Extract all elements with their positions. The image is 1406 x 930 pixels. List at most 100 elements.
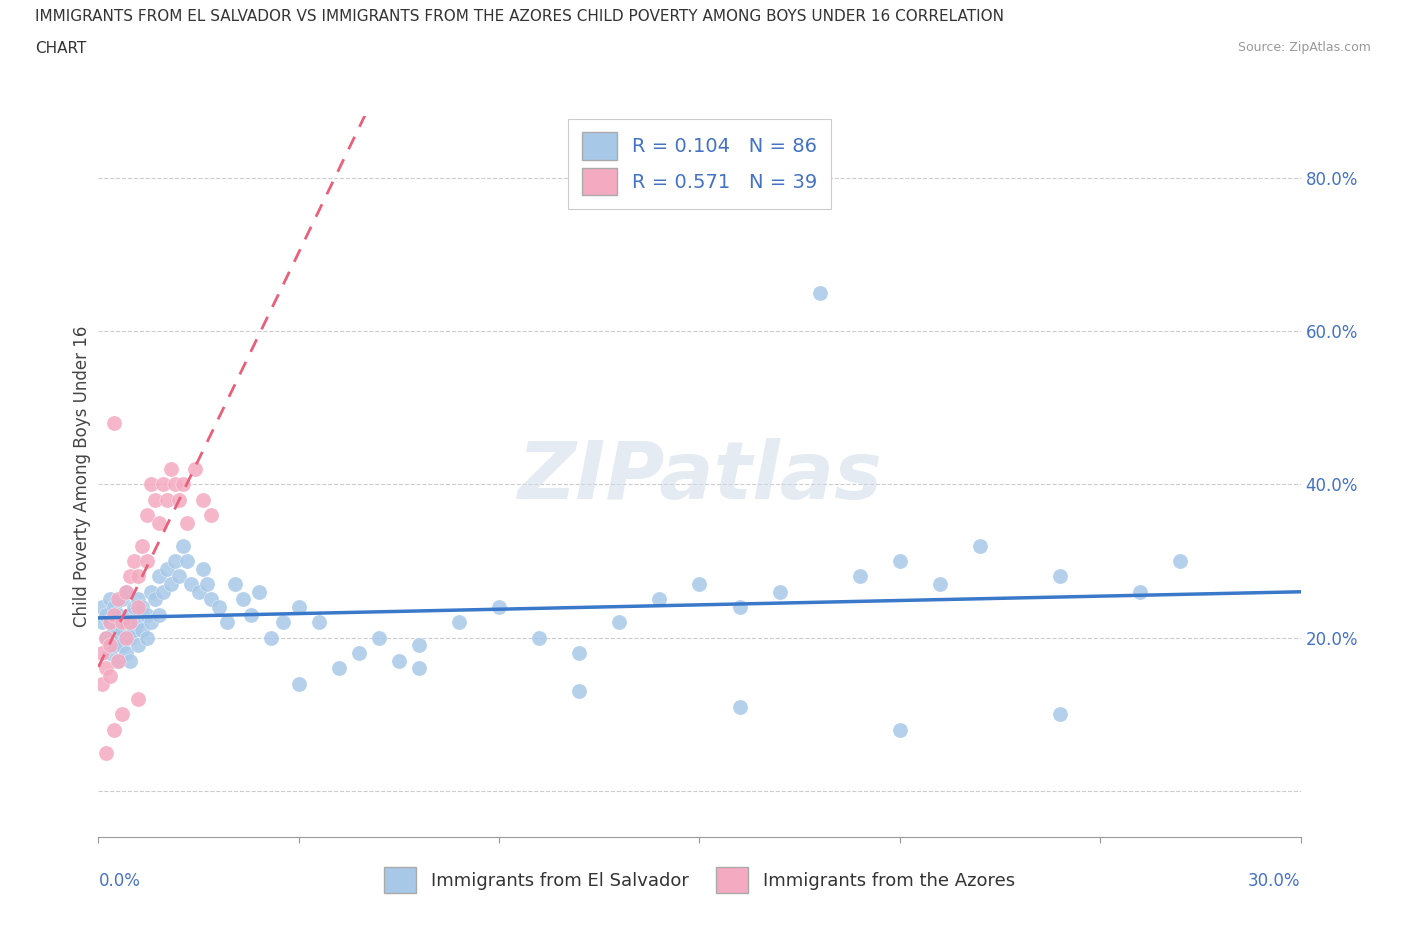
Text: Source: ZipAtlas.com: Source: ZipAtlas.com xyxy=(1237,41,1371,54)
Point xyxy=(187,584,209,599)
Point xyxy=(447,615,470,630)
Text: CHART: CHART xyxy=(35,41,87,56)
Point xyxy=(648,591,671,606)
Point xyxy=(107,653,129,668)
Point xyxy=(91,615,114,630)
Point xyxy=(91,600,114,615)
Point xyxy=(135,508,157,523)
Point xyxy=(100,645,122,660)
Point xyxy=(1129,584,1152,599)
Point xyxy=(159,461,181,476)
Point xyxy=(100,591,122,606)
Point xyxy=(96,607,118,622)
Point xyxy=(689,577,711,591)
Point xyxy=(232,591,254,606)
Point xyxy=(120,607,142,622)
Point xyxy=(131,538,153,553)
Point xyxy=(111,591,134,606)
Point xyxy=(239,607,262,622)
Point xyxy=(195,577,218,591)
Point xyxy=(100,615,122,630)
Point xyxy=(200,591,222,606)
Point xyxy=(1170,553,1192,568)
Point xyxy=(128,591,150,606)
Point xyxy=(120,653,142,668)
Point xyxy=(155,492,177,507)
Point xyxy=(176,515,198,530)
Point xyxy=(111,707,134,722)
Point xyxy=(176,553,198,568)
Point xyxy=(260,631,283,645)
Point xyxy=(100,638,122,653)
Point xyxy=(148,607,170,622)
Point xyxy=(568,684,591,698)
Point xyxy=(115,584,138,599)
Point xyxy=(103,622,125,637)
Point xyxy=(969,538,991,553)
Point xyxy=(1049,569,1071,584)
Point xyxy=(183,461,205,476)
Y-axis label: Child Poverty Among Boys Under 16: Child Poverty Among Boys Under 16 xyxy=(73,326,91,628)
Point xyxy=(308,615,330,630)
Point xyxy=(131,622,153,637)
Point xyxy=(728,600,751,615)
Point xyxy=(128,638,150,653)
Point xyxy=(728,699,751,714)
Point xyxy=(929,577,952,591)
Point xyxy=(103,416,125,431)
Text: ZIPatlas: ZIPatlas xyxy=(517,438,882,515)
Point xyxy=(568,645,591,660)
Point xyxy=(808,286,831,300)
Point xyxy=(155,561,177,576)
Point xyxy=(103,723,125,737)
Point xyxy=(96,631,118,645)
Point xyxy=(609,615,631,630)
Point xyxy=(135,631,157,645)
Point xyxy=(408,661,430,676)
Point xyxy=(124,553,146,568)
Text: 30.0%: 30.0% xyxy=(1249,871,1301,889)
Point xyxy=(128,692,150,707)
Point xyxy=(163,477,186,492)
Point xyxy=(368,631,391,645)
Point xyxy=(91,676,114,691)
Point xyxy=(128,600,150,615)
Point xyxy=(124,600,146,615)
Point xyxy=(103,600,125,615)
Point xyxy=(288,600,311,615)
Point xyxy=(139,584,162,599)
Point xyxy=(1049,707,1071,722)
Point xyxy=(408,638,430,653)
Point xyxy=(135,553,157,568)
Point xyxy=(288,676,311,691)
Point xyxy=(152,477,174,492)
Point xyxy=(100,615,122,630)
Point xyxy=(115,615,138,630)
Point xyxy=(172,477,194,492)
Point xyxy=(172,538,194,553)
Point xyxy=(271,615,294,630)
Point xyxy=(111,622,134,637)
Point xyxy=(139,477,162,492)
Point xyxy=(128,615,150,630)
Point xyxy=(347,645,370,660)
Point xyxy=(107,607,129,622)
Point xyxy=(388,653,411,668)
Point xyxy=(167,492,190,507)
Point xyxy=(849,569,872,584)
Point xyxy=(96,745,118,760)
Point xyxy=(103,607,125,622)
Point xyxy=(143,492,166,507)
Point xyxy=(488,600,510,615)
Point xyxy=(128,569,150,584)
Point xyxy=(96,631,118,645)
Point xyxy=(889,553,911,568)
Point xyxy=(107,653,129,668)
Point xyxy=(131,600,153,615)
Point xyxy=(103,638,125,653)
Point xyxy=(120,615,142,630)
Text: IMMIGRANTS FROM EL SALVADOR VS IMMIGRANTS FROM THE AZORES CHILD POVERTY AMONG BO: IMMIGRANTS FROM EL SALVADOR VS IMMIGRANT… xyxy=(35,9,1004,24)
Point xyxy=(180,577,202,591)
Point xyxy=(115,631,138,645)
Point xyxy=(328,661,350,676)
